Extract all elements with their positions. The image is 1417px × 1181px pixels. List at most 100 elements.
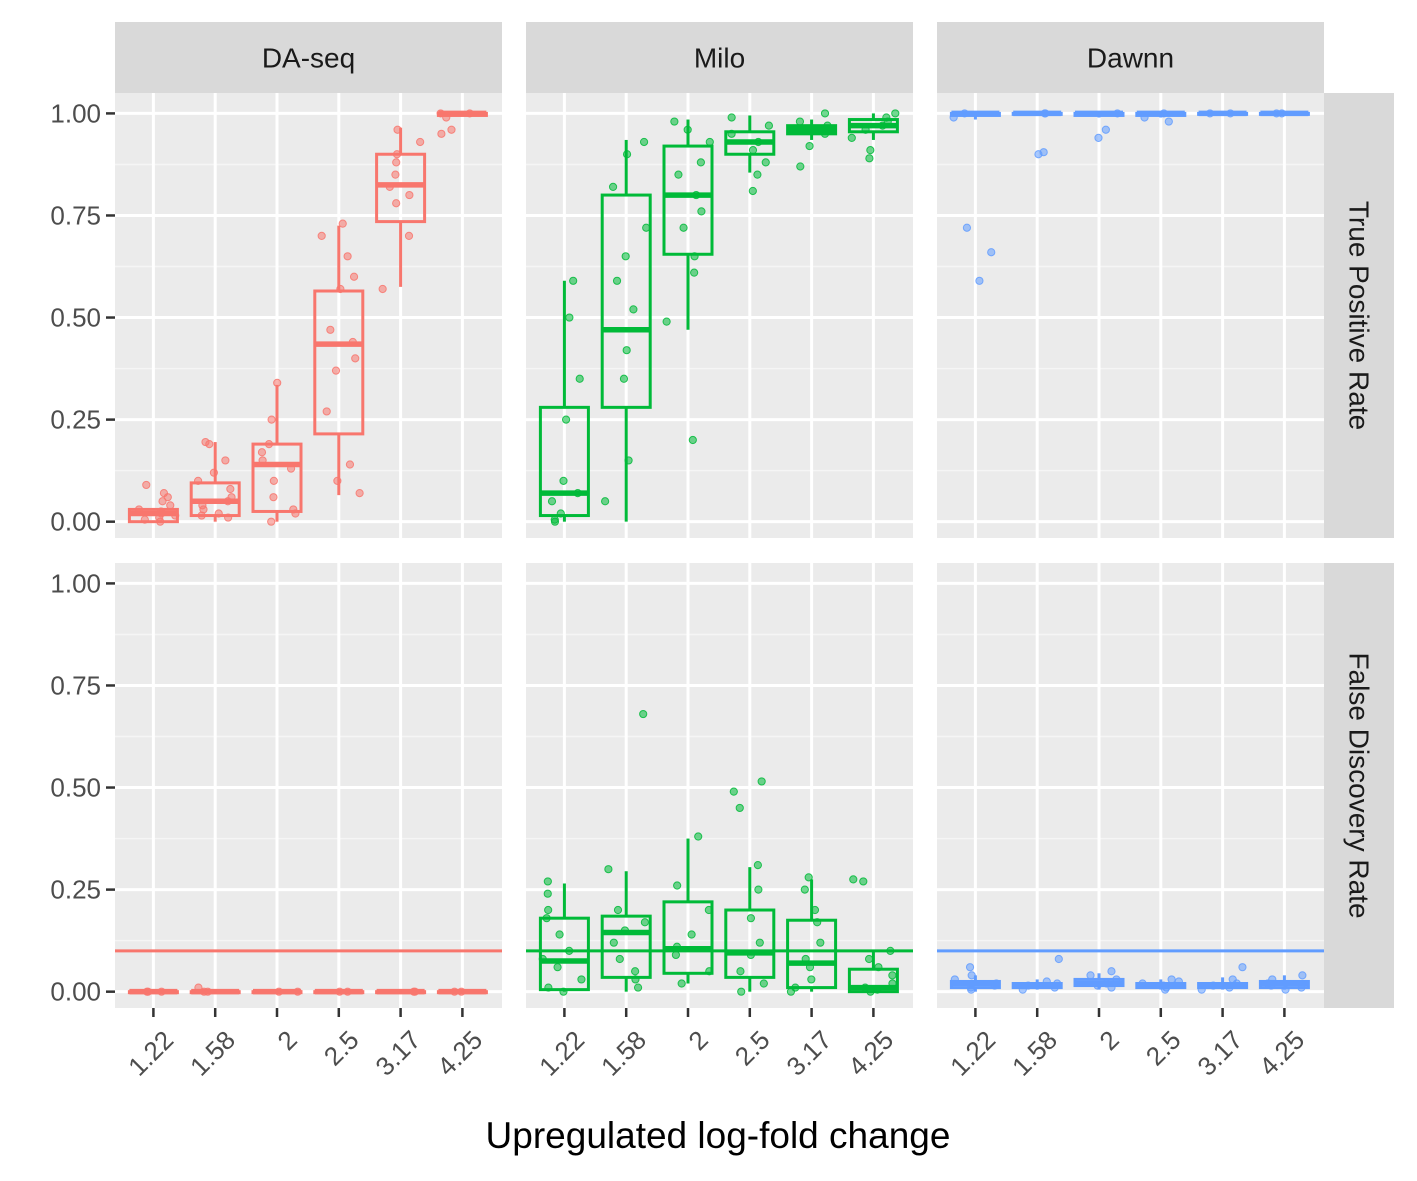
- data-point: [764, 121, 774, 130]
- data-point: [1086, 971, 1095, 980]
- strip-milo: Milo: [526, 22, 913, 93]
- data-point: [613, 905, 623, 915]
- data-point: [553, 963, 562, 972]
- x-tick-label: 1.22: [533, 1025, 590, 1082]
- data-point: [679, 223, 688, 232]
- box-body: [251, 442, 303, 513]
- box-da-seq-true-positive-rate-1-58: [189, 437, 241, 522]
- data-point: [865, 154, 874, 163]
- panel-background: [526, 93, 913, 538]
- x-tick-label: 4.25: [431, 1025, 488, 1082]
- y-tick-label: 0.75: [50, 200, 101, 230]
- strip-label-false-discovery-rate: False Discovery Rate: [1344, 652, 1375, 918]
- box-body: [538, 405, 590, 518]
- box-body: [662, 144, 714, 256]
- data-point: [555, 930, 564, 939]
- data-point: [405, 190, 414, 200]
- data-point: [1039, 148, 1048, 157]
- data-point: [859, 877, 868, 886]
- box-milo-false-discovery-rate-1-22: [538, 877, 590, 996]
- data-point: [847, 133, 856, 143]
- data-point: [1094, 133, 1103, 143]
- box-da-seq-true-positive-rate-2-5: [313, 219, 365, 498]
- box-da-seq-true-positive-rate-4-25: [436, 109, 488, 138]
- box-da-seq-true-positive-rate-2: [251, 378, 303, 526]
- box-milo-true-positive-rate-1-22: [538, 276, 590, 526]
- box-milo-true-positive-rate-1-58: [600, 137, 652, 522]
- data-point: [269, 493, 278, 502]
- strip-false-discovery-rate: False Discovery Rate: [1324, 563, 1394, 1008]
- data-point: [729, 787, 738, 796]
- data-point: [697, 207, 706, 216]
- data-point: [604, 865, 613, 874]
- data-point: [807, 975, 816, 984]
- data-point: [267, 415, 276, 424]
- panel-background: [115, 93, 502, 538]
- data-point: [601, 497, 610, 506]
- data-point: [754, 885, 763, 894]
- data-point: [753, 861, 762, 870]
- data-point: [753, 170, 762, 179]
- panel-milo-true-positive-rate: [526, 93, 913, 538]
- y-tick-label: 0.50: [50, 303, 101, 333]
- data-point: [550, 515, 559, 524]
- data-point: [392, 199, 401, 208]
- panel-da-seq-false-discovery-rate: [115, 563, 502, 1008]
- box-dawnn-false-discovery-rate-2-5: [1135, 975, 1187, 994]
- data-point: [888, 971, 897, 980]
- x-tick-label: 2.5: [318, 1025, 365, 1072]
- box-body: [786, 918, 838, 990]
- data-point: [975, 276, 984, 285]
- data-point: [577, 975, 586, 984]
- data-point: [569, 276, 578, 285]
- box-body: [847, 967, 899, 994]
- data-point: [158, 497, 167, 506]
- box-body: [313, 289, 365, 436]
- box-dawnn-false-discovery-rate-1-58: [1011, 954, 1063, 994]
- data-point: [559, 476, 568, 485]
- data-point: [338, 219, 347, 228]
- data-point: [416, 137, 425, 147]
- data-point: [142, 480, 151, 490]
- box-dawnn-false-discovery-rate-2: [1073, 967, 1125, 992]
- panel-da-seq-true-positive-rate: [115, 93, 502, 538]
- strip-label-milo: Milo: [694, 43, 745, 74]
- y-tick-label: 1.00: [50, 568, 101, 598]
- x-axis-label: Upregulated log-fold change: [486, 1115, 951, 1156]
- data-point: [962, 223, 972, 232]
- data-point: [849, 875, 858, 884]
- data-point: [343, 252, 352, 261]
- box-milo-false-discovery-rate-1-58: [600, 709, 652, 992]
- data-point: [1228, 975, 1237, 984]
- data-point: [612, 276, 622, 285]
- data-point: [561, 415, 571, 424]
- box-da-seq-false-discovery-rate-2: [251, 987, 303, 996]
- data-point: [404, 231, 414, 240]
- box-body: [375, 152, 427, 224]
- strip-label-dawnn: Dawnn: [1087, 43, 1174, 74]
- box-da-seq-false-discovery-rate-2-5: [313, 987, 365, 996]
- box-dawnn-false-discovery-rate-3-17: [1197, 963, 1249, 994]
- data-point: [687, 930, 696, 939]
- data-point: [621, 252, 630, 261]
- data-point: [349, 272, 359, 281]
- data-point: [816, 938, 825, 947]
- x-tick-label: 1.58: [595, 1025, 652, 1082]
- data-point: [331, 366, 341, 375]
- box-body: [662, 900, 714, 975]
- data-point: [866, 146, 875, 155]
- data-point: [159, 488, 169, 498]
- data-point: [820, 109, 830, 118]
- data-point: [326, 325, 335, 334]
- strip-true-positive-rate: True Positive Rate: [1324, 93, 1394, 538]
- data-point: [805, 141, 814, 151]
- data-point: [800, 885, 809, 894]
- panel-milo-false-discovery-rate: [526, 563, 913, 1008]
- data-point: [1298, 971, 1307, 980]
- x-tick-label: 2.5: [729, 1025, 776, 1072]
- panel-dawnn-true-positive-rate: [937, 93, 1324, 538]
- box-dawnn-true-positive-rate-3-17: [1197, 109, 1249, 118]
- x-tick-label: 1.58: [1006, 1025, 1063, 1082]
- strip-label-true-positive-rate: True Positive Rate: [1344, 201, 1375, 430]
